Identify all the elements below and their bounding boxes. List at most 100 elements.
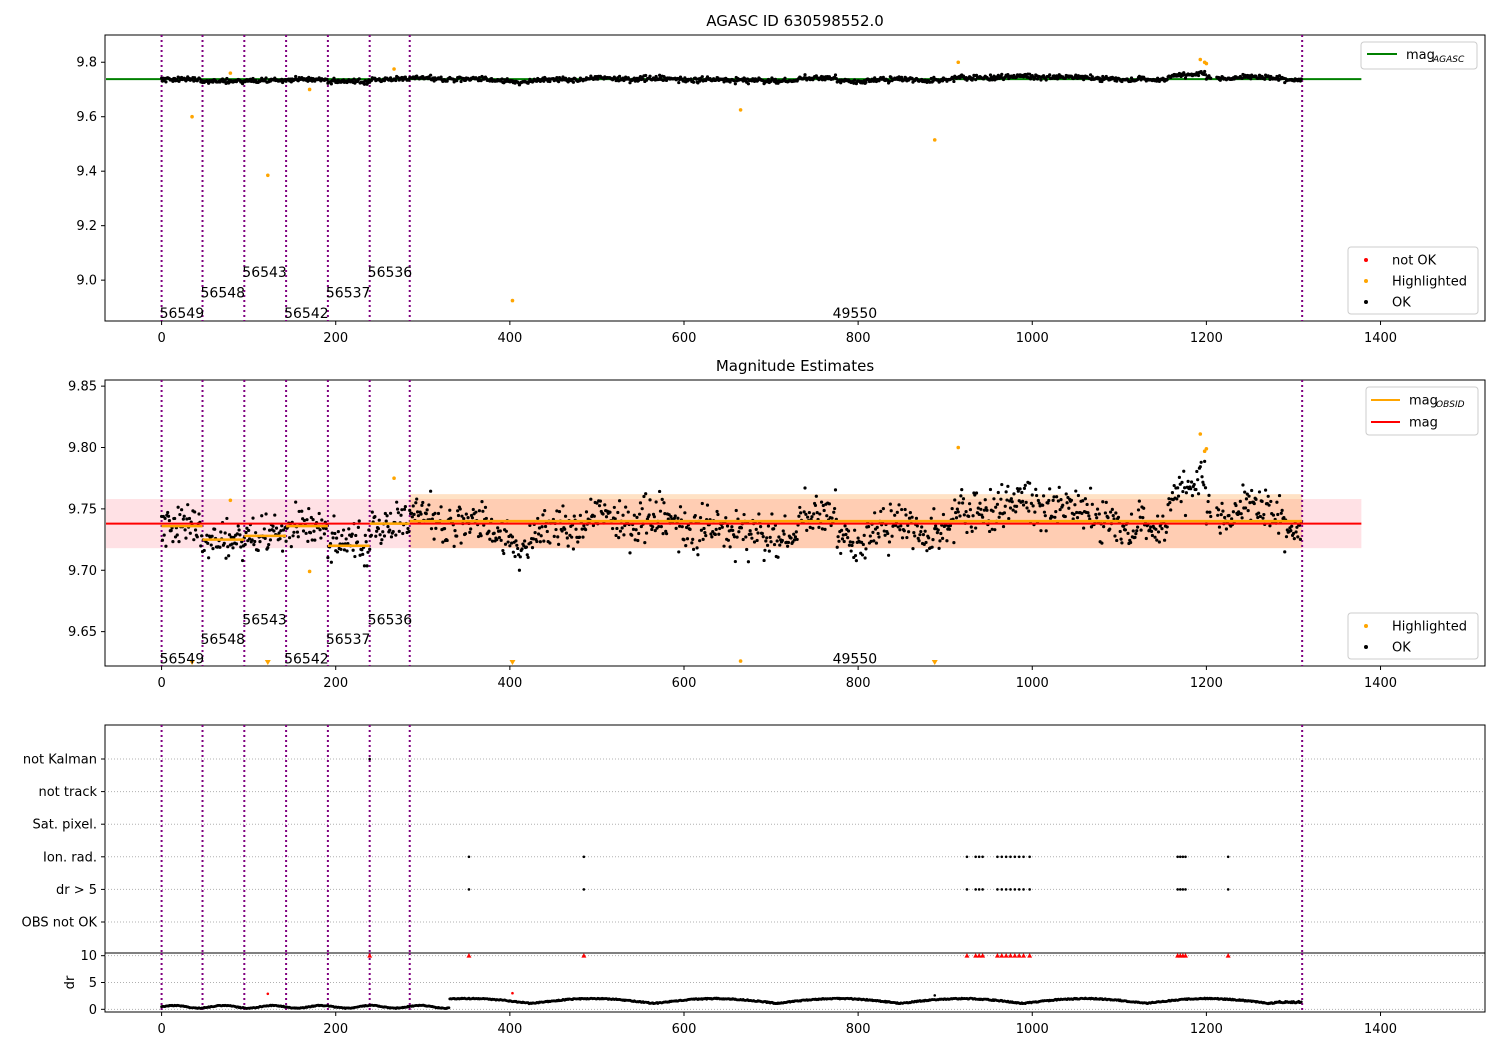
ok-point xyxy=(1035,77,1040,81)
ok-point xyxy=(415,510,420,514)
ok-point xyxy=(536,516,540,521)
ok-point xyxy=(344,537,348,541)
ok-point xyxy=(983,498,987,502)
ok-point xyxy=(1190,494,1195,498)
ok-point xyxy=(1284,535,1289,539)
ok-point xyxy=(652,515,656,519)
ok-point xyxy=(702,526,706,531)
ok-point xyxy=(317,511,321,516)
ok-point xyxy=(950,506,954,511)
ok-point xyxy=(969,525,973,529)
ok-point xyxy=(238,533,242,537)
ok-point xyxy=(360,548,364,552)
ok-point xyxy=(483,505,488,509)
flag-point xyxy=(1009,888,1012,891)
flags-panel: not Kalman not track Sat. pixel. Ion. rad. d… xyxy=(22,724,1486,954)
ok-point xyxy=(961,501,965,505)
ok-point xyxy=(407,530,411,534)
ok-point xyxy=(912,530,916,535)
ok-point xyxy=(974,491,979,495)
ok-point xyxy=(907,516,912,520)
ok-point xyxy=(1025,506,1029,510)
ok-point xyxy=(1082,526,1086,530)
highlighted-point xyxy=(266,173,270,178)
ok-point xyxy=(935,531,939,535)
ok-point xyxy=(691,80,696,84)
ok-point xyxy=(699,528,704,532)
ok-point xyxy=(310,538,314,542)
ok-point xyxy=(937,546,941,550)
highlighted-point xyxy=(956,60,961,65)
ok-point xyxy=(1021,503,1026,507)
ok-point xyxy=(364,540,368,544)
ok-point xyxy=(698,516,703,520)
ok-point xyxy=(1014,510,1018,514)
ok-point xyxy=(202,548,206,553)
ok-point xyxy=(263,536,267,541)
ok-point xyxy=(1223,515,1227,520)
ok-point xyxy=(335,550,340,554)
ok-point xyxy=(804,512,808,516)
ok-point xyxy=(1018,487,1022,491)
ok-point xyxy=(281,549,285,553)
highlighted-point xyxy=(956,445,961,450)
ok-point xyxy=(184,536,188,540)
ok-point xyxy=(979,507,983,511)
ok-point xyxy=(1134,531,1138,536)
ok-point xyxy=(896,525,900,529)
ok-point xyxy=(1269,499,1273,504)
ok-point xyxy=(833,488,838,492)
ok-point xyxy=(351,548,355,552)
ok-point xyxy=(772,542,777,547)
ok-point xyxy=(620,526,624,530)
ok-point xyxy=(1196,478,1200,482)
ok-point xyxy=(1227,513,1231,518)
ok-point xyxy=(1221,509,1225,513)
ok-point xyxy=(548,541,552,545)
ok-point xyxy=(178,512,182,517)
flag-label-ion-rad-: Ion. rad. xyxy=(43,850,97,865)
ok-point xyxy=(644,531,649,535)
ok-point xyxy=(821,503,825,508)
ok-point xyxy=(1100,541,1104,545)
ok-point xyxy=(664,532,669,536)
ok-point xyxy=(1024,500,1028,504)
top-xtick-label: 1000 xyxy=(1016,331,1049,346)
ok-point xyxy=(1266,494,1270,498)
ok-point xyxy=(730,525,734,529)
ok-point xyxy=(626,510,630,514)
ok-point xyxy=(711,529,715,534)
ok-point xyxy=(614,533,618,538)
ok-point xyxy=(952,79,956,84)
ok-point xyxy=(1120,541,1124,545)
ok-point xyxy=(541,513,545,517)
ok-point xyxy=(624,505,628,509)
ok-point xyxy=(794,530,798,534)
ok-point xyxy=(504,529,508,533)
ok-point xyxy=(1122,524,1126,528)
ok-point xyxy=(373,515,377,519)
mid-obsid-label: 56548 xyxy=(201,632,246,648)
ok-point xyxy=(1275,500,1279,504)
ok-point xyxy=(639,524,643,529)
ok-point xyxy=(479,534,483,538)
ok-point xyxy=(325,77,329,81)
dr-clipped-marker xyxy=(367,953,373,958)
ok-point xyxy=(565,536,569,540)
ok-point xyxy=(429,489,433,493)
ok-point xyxy=(1249,77,1253,81)
ok-point xyxy=(515,543,519,547)
ok-point xyxy=(319,536,323,540)
ok-point xyxy=(1029,501,1033,505)
ok-point xyxy=(685,537,690,541)
ok-point xyxy=(530,545,535,550)
ok-point xyxy=(815,511,819,515)
ok-point xyxy=(448,508,452,512)
ok-point xyxy=(362,564,367,568)
ok-point xyxy=(363,533,367,537)
ok-point xyxy=(780,538,784,543)
ok-point xyxy=(557,509,562,514)
ok-point xyxy=(739,526,744,530)
ok-point xyxy=(240,540,244,544)
ok-point xyxy=(365,564,369,568)
